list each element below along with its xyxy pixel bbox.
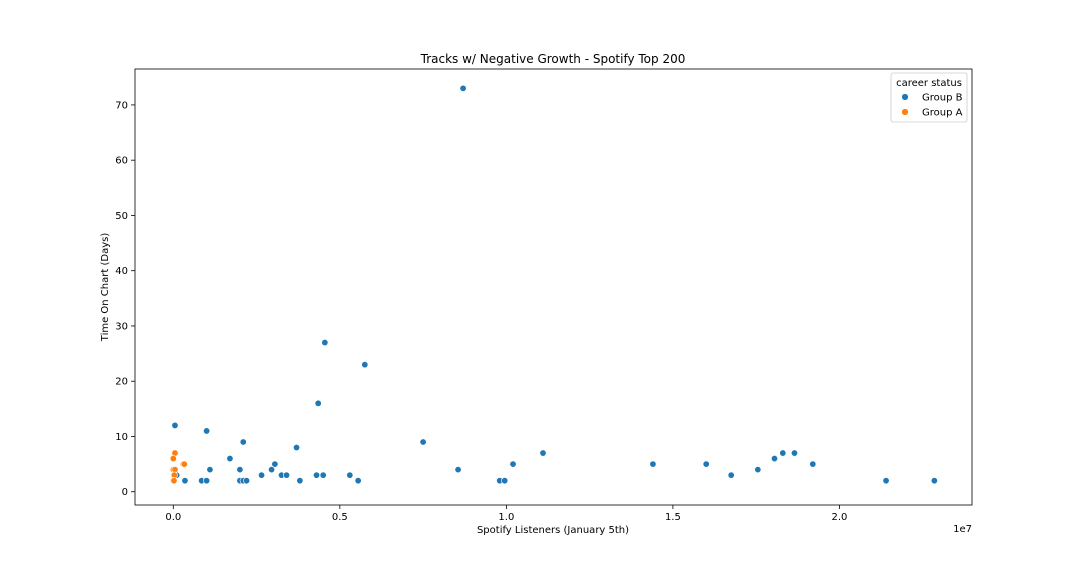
x-offset-label: 1e7 — [953, 524, 972, 535]
x-tick-label: 0.5 — [332, 512, 348, 523]
y-tick-label: 40 — [115, 266, 128, 277]
point-group-a — [180, 460, 188, 468]
x-tick-label: 0.0 — [165, 512, 181, 523]
x-tick-label: 1.0 — [498, 512, 514, 523]
point-group-b — [702, 460, 710, 468]
point-group-a — [169, 455, 177, 463]
point-group-b — [283, 471, 291, 479]
point-group-b — [459, 84, 467, 92]
point-group-b — [649, 460, 657, 468]
point-group-b — [268, 466, 276, 474]
point-group-b — [539, 449, 547, 457]
plot-frame — [134, 68, 973, 506]
point-group-b — [203, 477, 211, 485]
point-group-b — [509, 460, 517, 468]
point-group-b — [501, 477, 509, 485]
chart-title: Tracks w/ Negative Growth - Spotify Top … — [420, 52, 686, 66]
point-group-b — [171, 421, 179, 429]
y-tick-label: 10 — [115, 432, 128, 443]
legend-frame — [890, 72, 968, 123]
point-group-b — [419, 438, 427, 446]
x-axis-ticks: 0.0 0.5 1.0 1.5 2.0 — [165, 505, 847, 523]
point-group-b — [754, 466, 762, 474]
point-group-b — [314, 399, 322, 407]
y-tick-label: 20 — [115, 377, 128, 388]
y-tick-label: 50 — [115, 211, 128, 222]
data-points — [169, 84, 938, 485]
y-axis-label: Time On Chart (Days) — [100, 233, 111, 343]
point-group-b — [809, 460, 817, 468]
point-group-b — [296, 477, 304, 485]
point-group-b — [361, 361, 369, 369]
point-group-b — [727, 471, 735, 479]
point-group-b — [203, 427, 211, 435]
point-group-b — [779, 449, 787, 457]
point-group-b — [258, 471, 266, 479]
point-group-b — [271, 460, 279, 468]
x-tick-label: 1.5 — [665, 512, 681, 523]
point-group-b — [181, 477, 189, 485]
legend-marker-group-b — [901, 93, 909, 101]
y-axis-ticks: 0 10 20 30 40 50 60 70 — [115, 100, 135, 498]
point-group-b — [226, 455, 234, 463]
y-tick-label: 70 — [115, 100, 128, 111]
y-tick-label: 30 — [115, 321, 128, 332]
point-group-b — [354, 477, 362, 485]
legend-title: career status — [896, 78, 962, 89]
point-group-b — [770, 455, 778, 463]
point-group-b — [790, 449, 798, 457]
point-group-b — [313, 471, 321, 479]
point-group-b — [319, 471, 327, 479]
point-group-b — [882, 477, 890, 485]
y-tick-label: 60 — [115, 156, 128, 167]
point-group-b — [239, 438, 247, 446]
point-group-b — [454, 466, 462, 474]
point-group-b — [243, 477, 251, 485]
y-tick-label: 0 — [122, 487, 128, 498]
point-group-b — [206, 466, 214, 474]
legend[interactable]: career status Group B Group A — [890, 72, 968, 123]
x-axis-label: Spotify Listeners (January 5th) — [477, 525, 629, 536]
legend-marker-group-a — [901, 108, 909, 116]
legend-label-group-a: Group A — [922, 108, 963, 119]
x-tick-label: 2.0 — [831, 512, 847, 523]
point-group-b — [236, 466, 244, 474]
point-group-b — [321, 339, 329, 347]
point-group-b — [930, 477, 938, 485]
point-group-b — [346, 471, 354, 479]
point-group-a — [170, 477, 178, 485]
legend-label-group-b: Group B — [922, 93, 963, 104]
point-group-b — [293, 444, 301, 452]
